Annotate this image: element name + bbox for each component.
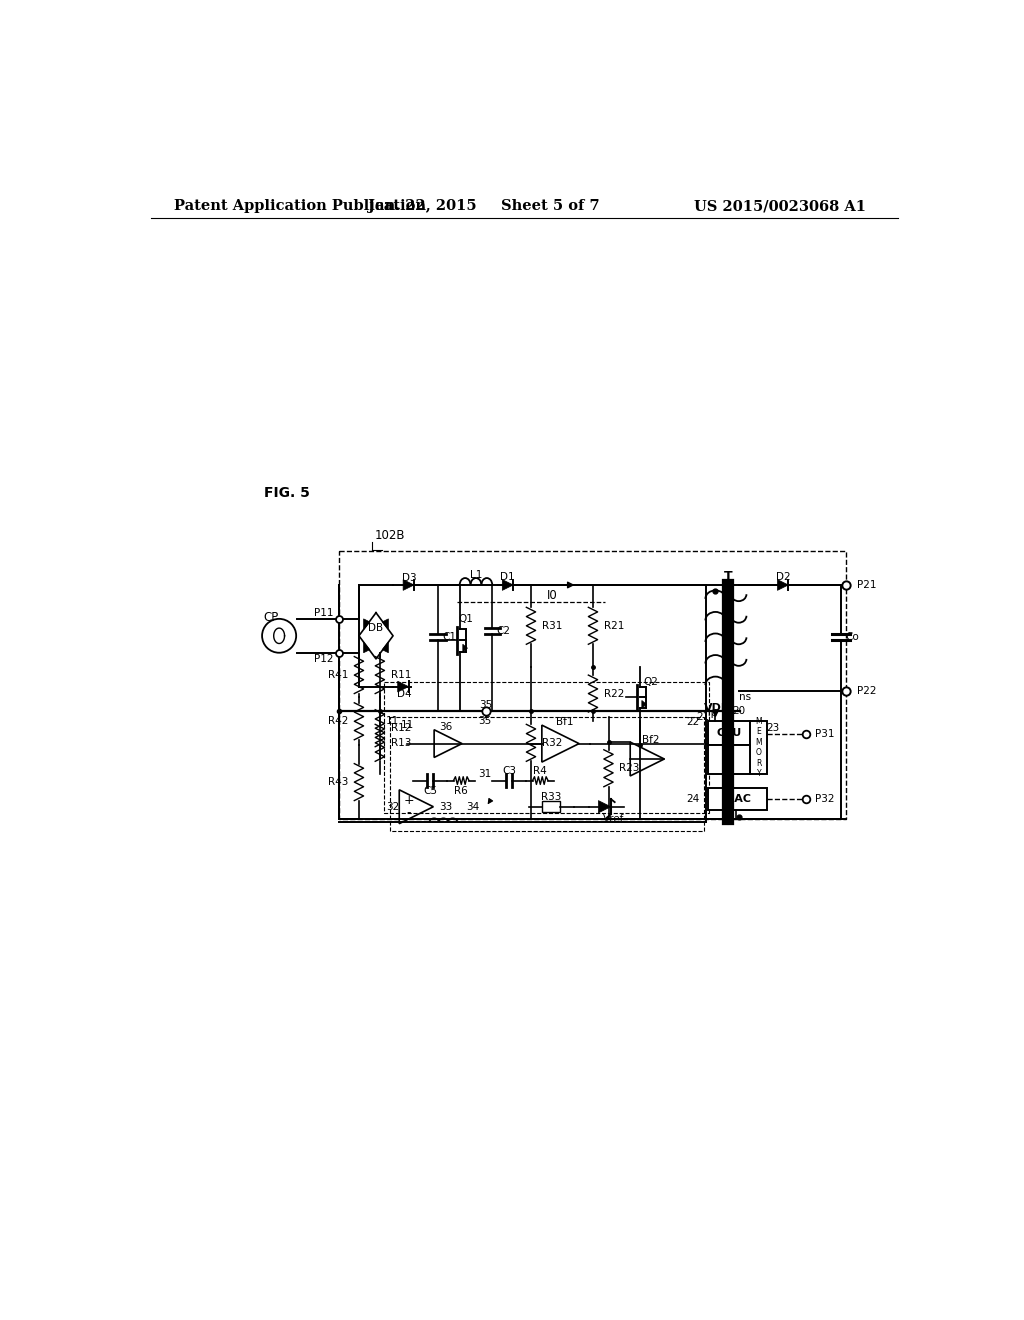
Text: FIG. 5: FIG. 5 — [263, 486, 309, 500]
Text: Q2: Q2 — [643, 677, 657, 686]
Text: 22: 22 — [687, 717, 700, 727]
Text: C: C — [725, 762, 733, 772]
Text: P22: P22 — [856, 686, 876, 696]
Text: C5: C5 — [423, 785, 437, 796]
Text: US 2015/0023068 A1: US 2015/0023068 A1 — [693, 199, 865, 213]
Text: 35: 35 — [478, 715, 492, 726]
Text: Jan. 22, 2015: Jan. 22, 2015 — [369, 199, 477, 213]
Polygon shape — [397, 681, 409, 692]
Text: -: - — [407, 807, 411, 820]
Text: R6: R6 — [455, 785, 468, 796]
Polygon shape — [777, 579, 788, 590]
Text: ns: ns — [739, 693, 751, 702]
Text: R41: R41 — [328, 671, 348, 680]
Text: R4: R4 — [534, 766, 547, 776]
Text: 11: 11 — [400, 721, 414, 730]
Text: D2: D2 — [775, 573, 791, 582]
Text: D3: D3 — [402, 573, 417, 583]
Text: P32: P32 — [815, 795, 835, 804]
Text: Bf1: Bf1 — [556, 717, 573, 727]
Text: 33: 33 — [439, 801, 453, 812]
Text: C3: C3 — [503, 766, 516, 776]
Text: R42: R42 — [328, 717, 348, 726]
Polygon shape — [503, 579, 513, 590]
Text: DAC: DAC — [725, 795, 751, 804]
Text: Sheet 5 of 7: Sheet 5 of 7 — [501, 199, 600, 213]
Text: 21: 21 — [696, 713, 710, 722]
Text: A: A — [725, 747, 732, 758]
Text: Q1: Q1 — [459, 614, 473, 624]
Polygon shape — [403, 579, 414, 590]
Bar — [708, 744, 751, 775]
Text: R23: R23 — [620, 763, 640, 774]
Polygon shape — [382, 619, 388, 630]
Text: C2: C2 — [496, 626, 510, 636]
Polygon shape — [642, 701, 646, 708]
Text: 24: 24 — [687, 795, 700, 804]
Text: M
E
M
O
R
Y: M E M O R Y — [756, 717, 762, 777]
Text: C1: C1 — [442, 632, 457, 643]
Text: P11: P11 — [313, 607, 333, 618]
Bar — [390, 718, 703, 832]
Text: VDD: VDD — [703, 704, 730, 713]
Text: P12: P12 — [313, 653, 333, 664]
Text: R12: R12 — [391, 723, 411, 733]
Text: D1: D1 — [501, 573, 515, 582]
Text: D4: D4 — [396, 689, 412, 700]
Text: CP: CP — [263, 611, 279, 624]
Text: 11: 11 — [386, 715, 399, 726]
Bar — [542, 801, 560, 812]
Polygon shape — [598, 800, 611, 813]
Text: 31: 31 — [478, 770, 492, 779]
Text: R13: R13 — [391, 738, 411, 748]
Text: 20: 20 — [732, 706, 745, 717]
Text: R32: R32 — [542, 738, 562, 748]
Text: CPU: CPU — [717, 727, 741, 738]
Text: Co: Co — [846, 632, 859, 643]
Text: D: D — [725, 755, 733, 764]
Text: R31: R31 — [542, 620, 562, 631]
Bar — [708, 721, 751, 744]
Text: T: T — [724, 570, 732, 583]
Text: R11: R11 — [391, 671, 411, 680]
Polygon shape — [364, 642, 370, 653]
Text: Patent Application Publication: Patent Application Publication — [174, 199, 427, 213]
Text: Vref: Vref — [603, 814, 625, 824]
Text: R21: R21 — [604, 620, 625, 631]
Text: R33: R33 — [541, 792, 561, 801]
Bar — [751, 721, 767, 775]
Text: np: np — [705, 708, 718, 718]
Text: 34: 34 — [466, 801, 479, 812]
Polygon shape — [364, 619, 370, 630]
Text: L1: L1 — [470, 570, 482, 579]
Text: 32: 32 — [386, 801, 399, 812]
Text: 36: 36 — [439, 722, 453, 731]
Text: Bf2: Bf2 — [642, 735, 659, 744]
Bar — [708, 788, 767, 809]
Text: P21: P21 — [856, 579, 876, 590]
Text: 102B: 102B — [375, 529, 404, 543]
Text: I0: I0 — [547, 589, 558, 602]
Bar — [339, 552, 847, 818]
Text: R22: R22 — [604, 689, 625, 698]
Text: 23: 23 — [766, 723, 779, 733]
Text: +: + — [403, 795, 414, 807]
Text: 35: 35 — [479, 700, 493, 710]
Bar — [384, 682, 710, 813]
Polygon shape — [463, 644, 467, 652]
Text: P31: P31 — [815, 730, 835, 739]
Text: DB: DB — [369, 623, 384, 634]
Polygon shape — [382, 642, 388, 653]
Text: R43: R43 — [328, 777, 348, 787]
